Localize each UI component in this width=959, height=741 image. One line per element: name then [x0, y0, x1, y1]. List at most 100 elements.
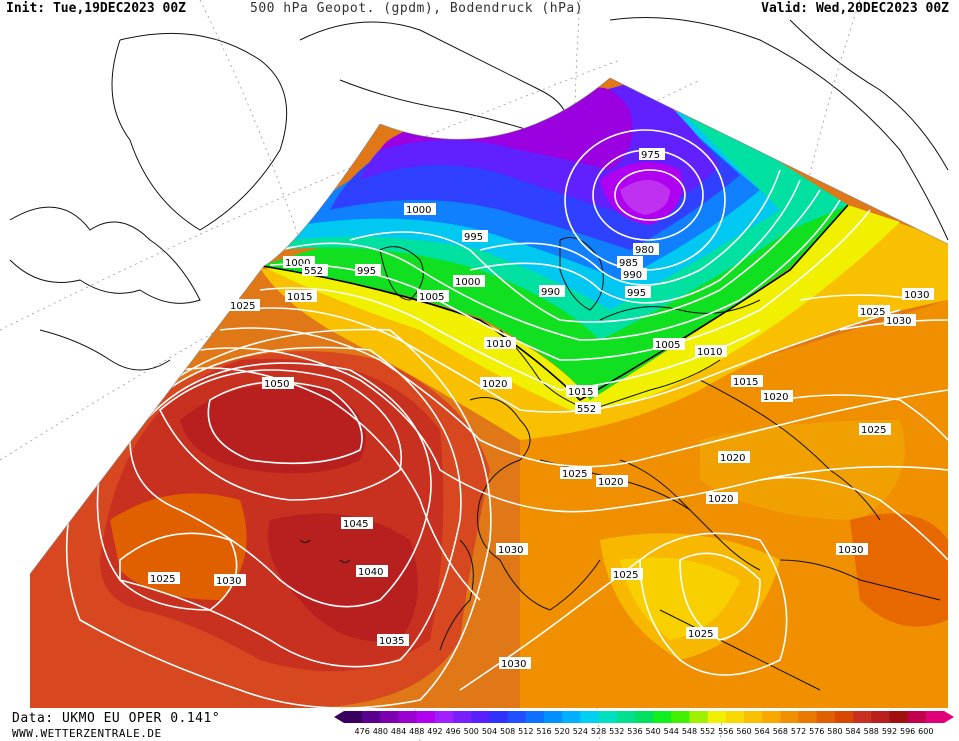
svg-text:1005: 1005 [655, 340, 680, 351]
svg-text:1025: 1025 [861, 425, 886, 436]
isobar-label: 1020 [761, 390, 793, 403]
legend-tick-label: 496 [445, 727, 460, 736]
isobar-label: 1000 [453, 275, 485, 288]
legend-swatch [398, 711, 418, 723]
legend-tick-label: 568 [773, 727, 788, 736]
legend-swatch [471, 711, 490, 723]
map-title: 500 hPa Geopot. (gpdm), Bodendruck (hPa) [250, 1, 584, 16]
isobar-label: 1030 [496, 543, 528, 556]
legend-tick-label: 540 [645, 727, 660, 736]
isobar-label: 990 [621, 268, 647, 281]
svg-text:980: 980 [635, 245, 654, 256]
legend-tick-label: 596 [900, 727, 915, 736]
isobar-label: 1005 [417, 290, 449, 303]
legend-tick-label: 588 [864, 727, 879, 736]
isobar-label: 1025 [859, 423, 891, 436]
legend-tick-label: 528 [591, 727, 606, 736]
svg-text:1025: 1025 [688, 629, 713, 640]
legend-swatch [707, 711, 727, 723]
legend-tick-label: 556 [718, 727, 733, 736]
legend-swatch [344, 711, 363, 723]
legend-tick-label: 600 [918, 727, 933, 736]
legend-tick-label: 508 [500, 727, 515, 736]
header-bar: Init: Tue,19DEC2023 00Z 500 hPa Geopot. … [0, 0, 959, 18]
svg-text:552: 552 [304, 266, 323, 277]
legend-swatch [634, 711, 654, 723]
isobar-label: 1015 [566, 385, 598, 398]
color-legend: 476 480 484 488 492 496 500 504 508 512 516 520 524 5… [334, 711, 954, 736]
legend-tick-label: 484 [391, 727, 406, 736]
legend-swatch [380, 711, 400, 723]
svg-text:990: 990 [541, 287, 560, 298]
svg-text:1025: 1025 [860, 307, 885, 318]
isobar-label: 1020 [706, 492, 738, 505]
contour-label: 552 [575, 402, 601, 415]
svg-text:1020: 1020 [598, 477, 623, 488]
legend-swatch [762, 711, 781, 723]
legend-tick-label: 520 [555, 727, 570, 736]
legend-swatch [744, 711, 763, 723]
isobar-label: 1025 [858, 305, 890, 318]
svg-text:1005: 1005 [419, 292, 444, 303]
svg-text:1030: 1030 [838, 545, 863, 556]
isobar-label: 995 [625, 286, 651, 299]
svg-text:1015: 1015 [568, 387, 593, 398]
legend-swatch [816, 711, 836, 723]
svg-text:995: 995 [357, 266, 376, 277]
svg-text:552: 552 [577, 404, 596, 415]
svg-text:1020: 1020 [708, 494, 733, 505]
legend-tick-label: 532 [609, 727, 624, 736]
contour-label: 552 [302, 264, 328, 277]
isobar-label: 1020 [718, 451, 750, 464]
svg-text:1030: 1030 [904, 290, 929, 301]
isobar-label: 995 [355, 264, 381, 277]
legend-swatch [834, 711, 854, 723]
isobar-label: 1025 [148, 572, 180, 585]
legend-tick-label: 524 [573, 727, 588, 736]
isobar-label: 1010 [695, 345, 727, 358]
legend-tick-label: 504 [482, 727, 497, 736]
isobar-label: 975 [639, 148, 665, 161]
svg-text:1030: 1030 [501, 659, 526, 670]
legend-swatch [616, 711, 636, 723]
isobar-label: 995 [462, 230, 488, 243]
isobar-label: 1030 [214, 574, 246, 587]
outer-coastlines [9, 17, 949, 371]
svg-text:1045: 1045 [343, 519, 368, 530]
legend-swatch [907, 711, 927, 723]
legend-swatch [853, 711, 872, 723]
svg-text:1020: 1020 [482, 379, 507, 390]
legend-swatch [507, 711, 527, 723]
isobar-label: 1025 [560, 467, 592, 480]
svg-text:1040: 1040 [358, 567, 383, 578]
legend-tick-label: 536 [627, 727, 642, 736]
svg-text:1010: 1010 [697, 347, 722, 358]
svg-text:1030: 1030 [498, 545, 523, 556]
legend-tick-label: 548 [682, 727, 697, 736]
legend-swatch [871, 711, 890, 723]
svg-text:1030: 1030 [216, 576, 241, 587]
isobar-label: 980 [633, 243, 659, 256]
legend-tick-label: 488 [409, 727, 424, 736]
svg-text:1000: 1000 [455, 277, 480, 288]
legend-tick-label: 592 [882, 727, 897, 736]
legend-swatch [580, 711, 600, 723]
svg-text:1030: 1030 [886, 316, 911, 327]
isobar-label: 1040 [356, 565, 388, 578]
legend-swatch [416, 711, 436, 723]
isobar-label: 1020 [596, 475, 628, 488]
legend-swatch [562, 711, 581, 723]
footer-bar: Data: UKMO EU OPER 0.141° WWW.WETTERZENT… [0, 708, 959, 741]
legend-tick-label: 516 [536, 727, 551, 736]
svg-text:995: 995 [627, 288, 646, 299]
legend-arrow-high [944, 711, 954, 723]
legend-tick-label: 564 [755, 727, 770, 736]
legend-swatch [725, 711, 745, 723]
svg-text:1020: 1020 [763, 392, 788, 403]
contour-552 [261, 204, 849, 402]
coastlines [299, 237, 941, 691]
legend-tick-label: 500 [464, 727, 479, 736]
legend-tick-label: 544 [664, 727, 679, 736]
legend-tick-label: 576 [809, 727, 824, 736]
